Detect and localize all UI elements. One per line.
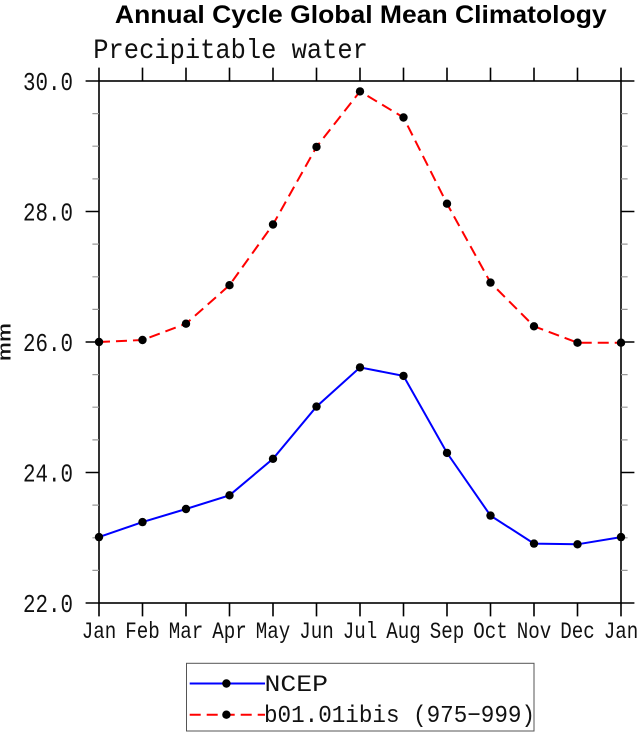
svg-text:Jul: Jul	[343, 619, 378, 646]
svg-text:Feb: Feb	[125, 619, 160, 646]
svg-text:28.0: 28.0	[23, 198, 73, 228]
svg-text:Nov: Nov	[517, 619, 552, 646]
svg-text:Mar: Mar	[169, 619, 204, 646]
svg-text:Oct: Oct	[473, 619, 508, 646]
svg-text:mm: mm	[0, 323, 16, 361]
svg-text:30.0: 30.0	[23, 68, 73, 98]
svg-text:Dec: Dec	[560, 619, 595, 646]
svg-text:26.0: 26.0	[23, 329, 73, 359]
svg-text:Apr: Apr	[212, 619, 247, 646]
svg-text:Jan: Jan	[82, 619, 117, 646]
svg-text:b01.01ibis (975−999): b01.01ibis (975−999)	[264, 703, 535, 730]
svg-text:Sep: Sep	[430, 619, 465, 646]
svg-text:24.0: 24.0	[23, 459, 73, 489]
svg-text:Precipitable water: Precipitable water	[93, 36, 368, 67]
svg-text:Jan: Jan	[604, 619, 638, 646]
svg-text:NCEP: NCEP	[265, 672, 329, 698]
svg-text:Annual Cycle Global Mean Clima: Annual Cycle Global Mean Climatology	[115, 1, 607, 29]
svg-text:22.0: 22.0	[23, 590, 73, 620]
svg-text:Jun: Jun	[299, 619, 334, 646]
svg-text:May: May	[256, 619, 291, 646]
svg-text:Aug: Aug	[386, 619, 421, 646]
